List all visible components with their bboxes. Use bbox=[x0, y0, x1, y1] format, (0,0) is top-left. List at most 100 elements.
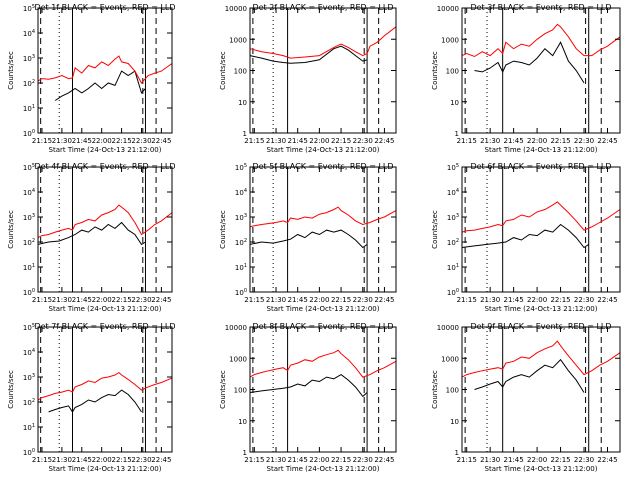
y-tick-label: 100 bbox=[447, 288, 459, 297]
x-tick-label: 21:45 bbox=[504, 456, 524, 464]
x-tick-label: 22:00 bbox=[527, 296, 547, 304]
panel-title: Det 8f BLACK = Events, RED = LLD bbox=[252, 322, 393, 331]
x-axis-label: Start Time (24-Oct-13 21:12:00) bbox=[485, 465, 598, 473]
x-tick-label: 21:15 bbox=[32, 456, 52, 464]
x-tick-label: 22:00 bbox=[92, 456, 112, 464]
x-tick-label: 21:30 bbox=[266, 456, 286, 464]
x-axis-label: Start Time (24-Oct-13 21:12:00) bbox=[49, 305, 162, 313]
x-tick-label: 22:15 bbox=[111, 137, 131, 145]
series-line-lld bbox=[461, 340, 621, 378]
x-tick-label: 22:15 bbox=[331, 296, 351, 304]
panel-title: Det 1f BLACK = Events, RED = LLD bbox=[34, 3, 175, 12]
x-tick-label: 21:45 bbox=[504, 137, 524, 145]
y-tick-label: 1 bbox=[455, 130, 459, 138]
x-tick-label: 21:30 bbox=[480, 296, 500, 304]
y-tick-label: 104 bbox=[23, 29, 35, 38]
y-tick-label: 1 bbox=[455, 449, 459, 457]
series-line-lld bbox=[37, 204, 173, 239]
series-line-events bbox=[37, 221, 146, 246]
x-tick-label: 21:45 bbox=[288, 137, 308, 145]
y-tick-label: 101 bbox=[23, 423, 35, 432]
x-tick-label: 22:00 bbox=[527, 137, 547, 145]
y-tick-label: 104 bbox=[235, 188, 247, 197]
x-tick-label: 22:30 bbox=[353, 296, 373, 304]
panel-title: Det 4f BLACK = Events, RED = LLD bbox=[34, 162, 175, 171]
panel-title: Det 6f BLACK = Events, RED = LLD bbox=[470, 162, 611, 171]
y-tick-label: 100 bbox=[234, 68, 247, 76]
plot-frame bbox=[37, 326, 173, 453]
y-tick-label: 100 bbox=[446, 387, 459, 395]
y-tick-label: 1000 bbox=[441, 36, 459, 44]
x-tick-label: 21:15 bbox=[244, 296, 264, 304]
series-line-lld bbox=[37, 371, 173, 401]
plot-frame bbox=[461, 166, 621, 293]
y-tick-label: 101 bbox=[23, 263, 35, 272]
y-tick-label: 102 bbox=[23, 79, 35, 88]
x-tick-label: 22:45 bbox=[151, 296, 171, 304]
x-tick-label: 22:30 bbox=[574, 296, 594, 304]
x-tick-label: 22:00 bbox=[309, 456, 329, 464]
x-axis-label: Start Time (24-Oct-13 21:12:00) bbox=[485, 146, 598, 154]
x-tick-label: 21:30 bbox=[52, 456, 72, 464]
y-tick-label: 1000 bbox=[229, 36, 247, 44]
y-tick-label: 100 bbox=[234, 387, 247, 395]
series-line-lld bbox=[37, 55, 173, 84]
y-tick-label: 10000 bbox=[225, 5, 247, 13]
x-tick-label: 21:15 bbox=[32, 137, 52, 145]
x-tick-label: 21:15 bbox=[457, 137, 477, 145]
x-tick-label: 22:30 bbox=[574, 137, 594, 145]
y-tick-label: 104 bbox=[23, 348, 35, 357]
x-tick-label: 21:45 bbox=[72, 296, 92, 304]
y-tick-label: 10 bbox=[450, 418, 459, 426]
y-tick-label: 101 bbox=[235, 263, 247, 272]
y-tick-label: 102 bbox=[23, 238, 35, 247]
x-tick-label: 21:15 bbox=[244, 137, 264, 145]
x-tick-label: 22:30 bbox=[353, 137, 373, 145]
panel-det-9: 1 10 100 1000 10000 21:15 21:30 21:45 22:00 22:15… bbox=[431, 322, 621, 473]
panel-title: Det 7f BLACK = Events, RED = LLD bbox=[34, 322, 175, 331]
x-tick-label: 22:30 bbox=[131, 137, 151, 145]
y-tick-label: 103 bbox=[235, 213, 247, 222]
y-tick-label: 10000 bbox=[225, 324, 247, 332]
y-tick-label: 1 bbox=[243, 449, 247, 457]
series-line-events bbox=[249, 229, 368, 249]
x-tick-label: 21:45 bbox=[72, 456, 92, 464]
x-tick-label: 21:45 bbox=[72, 137, 92, 145]
series-line-events bbox=[48, 389, 142, 413]
plot-frame bbox=[249, 7, 397, 134]
y-tick-label: 100 bbox=[23, 288, 35, 297]
x-tick-label: 22:45 bbox=[597, 296, 617, 304]
series-line-lld bbox=[249, 206, 397, 228]
x-tick-label: 21:15 bbox=[244, 456, 264, 464]
series-line-lld bbox=[249, 26, 397, 59]
x-tick-label: 21:45 bbox=[504, 296, 524, 304]
y-tick-label: 1000 bbox=[229, 355, 247, 363]
y-tick-label: 1000 bbox=[441, 355, 459, 363]
y-tick-label: 104 bbox=[23, 188, 35, 197]
panel-det-8: 1 10 100 1000 10000 21:15 21:30 21:45 22:00 22:15… bbox=[219, 322, 397, 473]
y-tick-label: 10 bbox=[450, 99, 459, 107]
y-axis-label: Counts/sec bbox=[7, 51, 15, 90]
x-tick-label: 21:45 bbox=[288, 456, 308, 464]
y-tick-label: 10000 bbox=[437, 324, 459, 332]
x-tick-label: 21:30 bbox=[52, 296, 72, 304]
y-tick-label: 101 bbox=[447, 263, 459, 272]
x-tick-label: 21:15 bbox=[32, 296, 52, 304]
x-tick-label: 21:30 bbox=[266, 137, 286, 145]
x-tick-label: 21:30 bbox=[52, 137, 72, 145]
x-tick-label: 22:30 bbox=[574, 456, 594, 464]
y-axis-label: Counts/sec bbox=[431, 370, 439, 409]
y-tick-label: 105 bbox=[235, 163, 247, 172]
panel-title: Det 9f BLACK = Events, RED = LLD bbox=[470, 322, 611, 331]
x-tick-label: 22:45 bbox=[374, 296, 394, 304]
y-tick-label: 100 bbox=[235, 288, 247, 297]
y-axis-label: Counts/sec bbox=[219, 51, 227, 90]
x-tick-label: 22:15 bbox=[550, 456, 570, 464]
y-tick-label: 1 bbox=[243, 130, 247, 138]
x-tick-label: 21:15 bbox=[457, 296, 477, 304]
x-axis-label: Start Time (24-Oct-13 21:12:00) bbox=[267, 465, 380, 473]
